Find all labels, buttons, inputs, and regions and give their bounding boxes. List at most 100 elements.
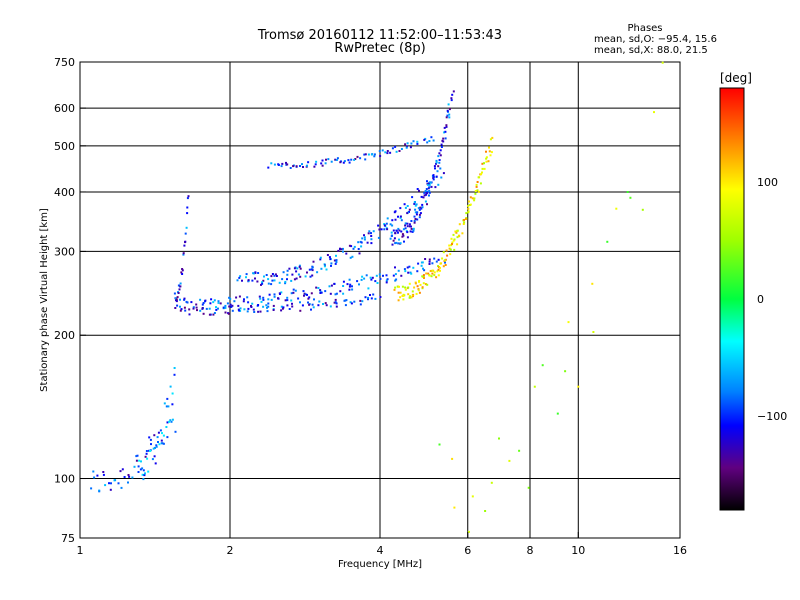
data-point: [334, 293, 337, 296]
data-point: [279, 293, 281, 295]
data-point: [330, 284, 333, 287]
data-point: [291, 273, 294, 276]
data-point: [375, 274, 378, 277]
data-point: [404, 143, 407, 146]
data-point: [335, 261, 338, 263]
data-point: [335, 302, 338, 305]
data-point: [368, 230, 371, 233]
data-point: [298, 265, 301, 268]
data-point: [364, 296, 367, 299]
data-point: [369, 276, 372, 279]
data-point: [342, 161, 345, 164]
data-point: [451, 243, 453, 245]
data-point: [480, 173, 483, 176]
data-point: [467, 200, 470, 203]
data-point: [195, 306, 198, 309]
data-point: [408, 265, 411, 268]
data-point: [417, 262, 420, 265]
data-point: [259, 297, 262, 300]
data-point: [260, 300, 263, 303]
data-point: [445, 124, 448, 127]
data-point: [435, 159, 438, 162]
data-point: [165, 426, 168, 428]
data-point: [420, 264, 423, 267]
data-point: [267, 302, 270, 305]
data-point: [444, 261, 446, 264]
data-point: [413, 201, 416, 204]
data-point: [374, 280, 377, 283]
data-point: [439, 167, 442, 170]
data-point: [408, 223, 411, 226]
data-point: [235, 296, 238, 299]
data-point: [430, 185, 433, 188]
data-point: [320, 291, 323, 294]
data-point: [187, 195, 190, 198]
data-point: [402, 228, 405, 231]
data-point: [188, 308, 191, 311]
data-point: [476, 189, 479, 192]
data-point: [298, 264, 301, 267]
data-point: [250, 305, 252, 307]
data-point: [471, 495, 474, 498]
data-point: [302, 166, 304, 168]
data-point: [290, 292, 293, 295]
data-point: [257, 310, 260, 313]
data-point: [102, 473, 105, 476]
data-point: [157, 431, 160, 434]
data-point: [251, 279, 254, 282]
data-point: [141, 467, 144, 470]
data-point: [181, 269, 184, 272]
data-point: [184, 232, 187, 235]
data-point: [204, 299, 207, 302]
data-point: [426, 192, 429, 195]
data-point: [489, 154, 492, 157]
data-point: [290, 299, 293, 302]
data-point: [135, 455, 138, 458]
chart-title-line2: RwPretec (8p): [334, 41, 425, 56]
y-tick-label: 200: [54, 329, 75, 342]
data-point: [391, 243, 394, 246]
data-point: [342, 285, 345, 287]
data-point: [282, 306, 285, 309]
data-point: [370, 232, 372, 235]
data-point: [469, 203, 472, 206]
data-point: [413, 215, 416, 218]
data-point: [386, 217, 389, 220]
data-point: [297, 297, 300, 300]
data-point: [487, 160, 490, 163]
data-point: [267, 278, 270, 281]
data-point: [498, 437, 500, 440]
data-point: [156, 436, 159, 439]
data-point: [398, 150, 401, 152]
data-point: [409, 295, 411, 298]
data-point: [335, 254, 337, 257]
data-point: [385, 281, 388, 284]
data-point: [653, 111, 655, 114]
data-point: [435, 161, 438, 164]
data-point: [239, 309, 242, 312]
data-point: [428, 181, 431, 184]
data-point: [473, 199, 476, 202]
data-point: [182, 252, 185, 255]
data-point: [458, 223, 461, 226]
data-point: [440, 262, 442, 265]
data-point: [171, 392, 174, 395]
data-point: [334, 301, 337, 304]
data-point: [451, 457, 454, 460]
data-point: [137, 465, 140, 468]
scatter-points: [90, 61, 664, 533]
data-point: [360, 245, 363, 248]
data-point: [448, 116, 451, 119]
data-point: [379, 277, 382, 280]
data-point: [349, 283, 352, 286]
data-point: [374, 297, 377, 300]
data-point: [433, 165, 436, 168]
data-point: [399, 296, 402, 299]
data-point: [345, 299, 348, 302]
data-point: [339, 247, 341, 250]
data-point: [153, 455, 156, 458]
data-point: [418, 216, 421, 219]
data-point: [344, 299, 347, 302]
data-point: [348, 285, 351, 288]
data-point: [190, 301, 193, 304]
